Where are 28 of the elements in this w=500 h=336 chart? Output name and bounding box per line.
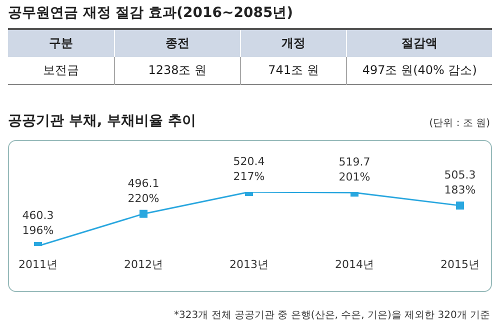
chart-title: 공공기관 부채, 부채비율 추이 [8, 112, 196, 130]
text: 1238조 원 [114, 57, 240, 84]
header-cell: 개정 [240, 29, 347, 57]
annotation: 183% [444, 184, 476, 197]
x-tick-label: 2013년 [230, 258, 268, 271]
x-tick-label: 2014년 [335, 258, 374, 271]
annotation: 217% [233, 170, 265, 183]
annotation: 196% [22, 224, 54, 237]
header-cell: 종전 [114, 29, 240, 57]
point [140, 210, 148, 218]
data-label: 519.7 [338, 156, 370, 169]
data-label: 505.3 [444, 168, 476, 182]
data-label: 460.3 [22, 209, 54, 222]
data-label: 496.1 [128, 176, 160, 190]
text: 497조 원(40% 감소) [346, 57, 492, 84]
annotation: 220% [128, 192, 160, 205]
x-tick-label: 2015년 [440, 258, 480, 271]
x-tick-label: 2011년 [18, 258, 58, 271]
annotation: 201% [338, 170, 370, 184]
data-label: 520.4 [233, 155, 265, 168]
text: (단위 : 조 원) [429, 117, 490, 130]
text: *323개 전체 공공기관 중 은행(산은, 수은, 기은)을 제외한 320개 기준 [174, 309, 490, 322]
x-tick-label: 2012년 [124, 258, 163, 271]
text: 공무원연금 재정 절감 효과(2016~2085년) [8, 4, 294, 22]
header-cell: 절감액 [346, 29, 492, 57]
text: 741조 원 [240, 57, 347, 84]
text: 보전금 [42, 62, 80, 79]
point [456, 202, 464, 210]
